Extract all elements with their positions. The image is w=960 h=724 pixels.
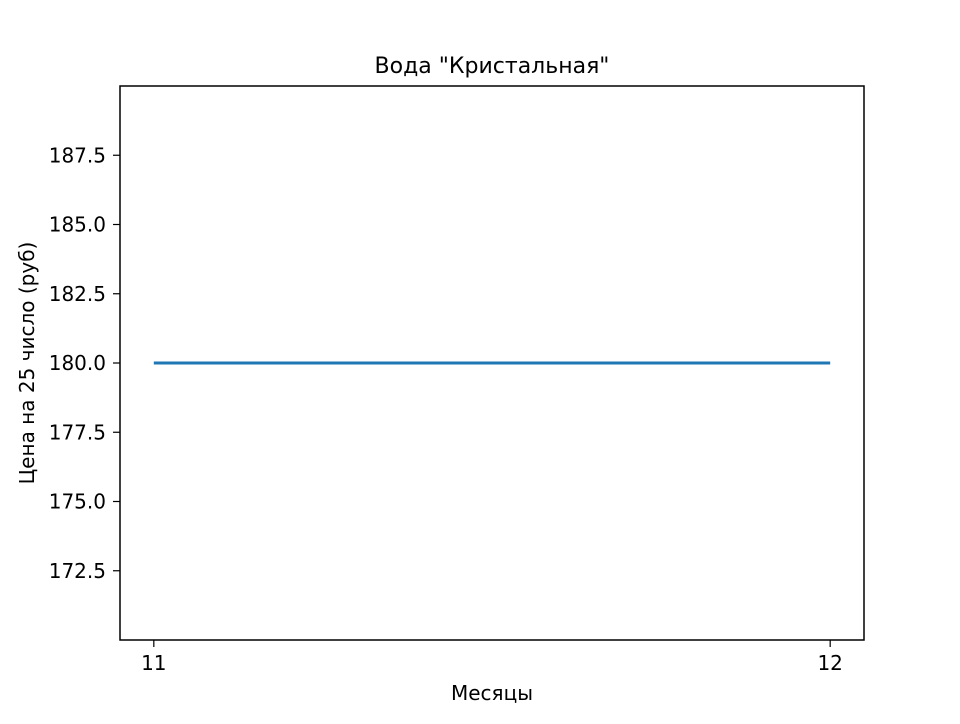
- y-tick-label: 180.0: [49, 351, 106, 375]
- y-axis-ticks: 172.5 175.0 177.5 180.0 182.5 185.0 187.5: [49, 143, 120, 583]
- x-tick-label: 12: [817, 651, 842, 675]
- y-tick-label: 177.5: [49, 420, 106, 444]
- x-axis-label: Месяцы: [451, 681, 533, 705]
- x-tick-label: 11: [141, 651, 166, 675]
- y-axis-label: Цена на 25 число (руб): [15, 242, 39, 485]
- y-tick-label: 175.0: [49, 490, 106, 514]
- y-tick-label: 185.0: [49, 213, 106, 237]
- y-tick-label: 182.5: [49, 282, 106, 306]
- chart-title: Вода "Кристальная": [375, 54, 610, 79]
- y-tick-label: 187.5: [49, 143, 106, 167]
- y-tick-label: 172.5: [49, 559, 106, 583]
- x-axis-ticks: 11 12: [141, 640, 843, 675]
